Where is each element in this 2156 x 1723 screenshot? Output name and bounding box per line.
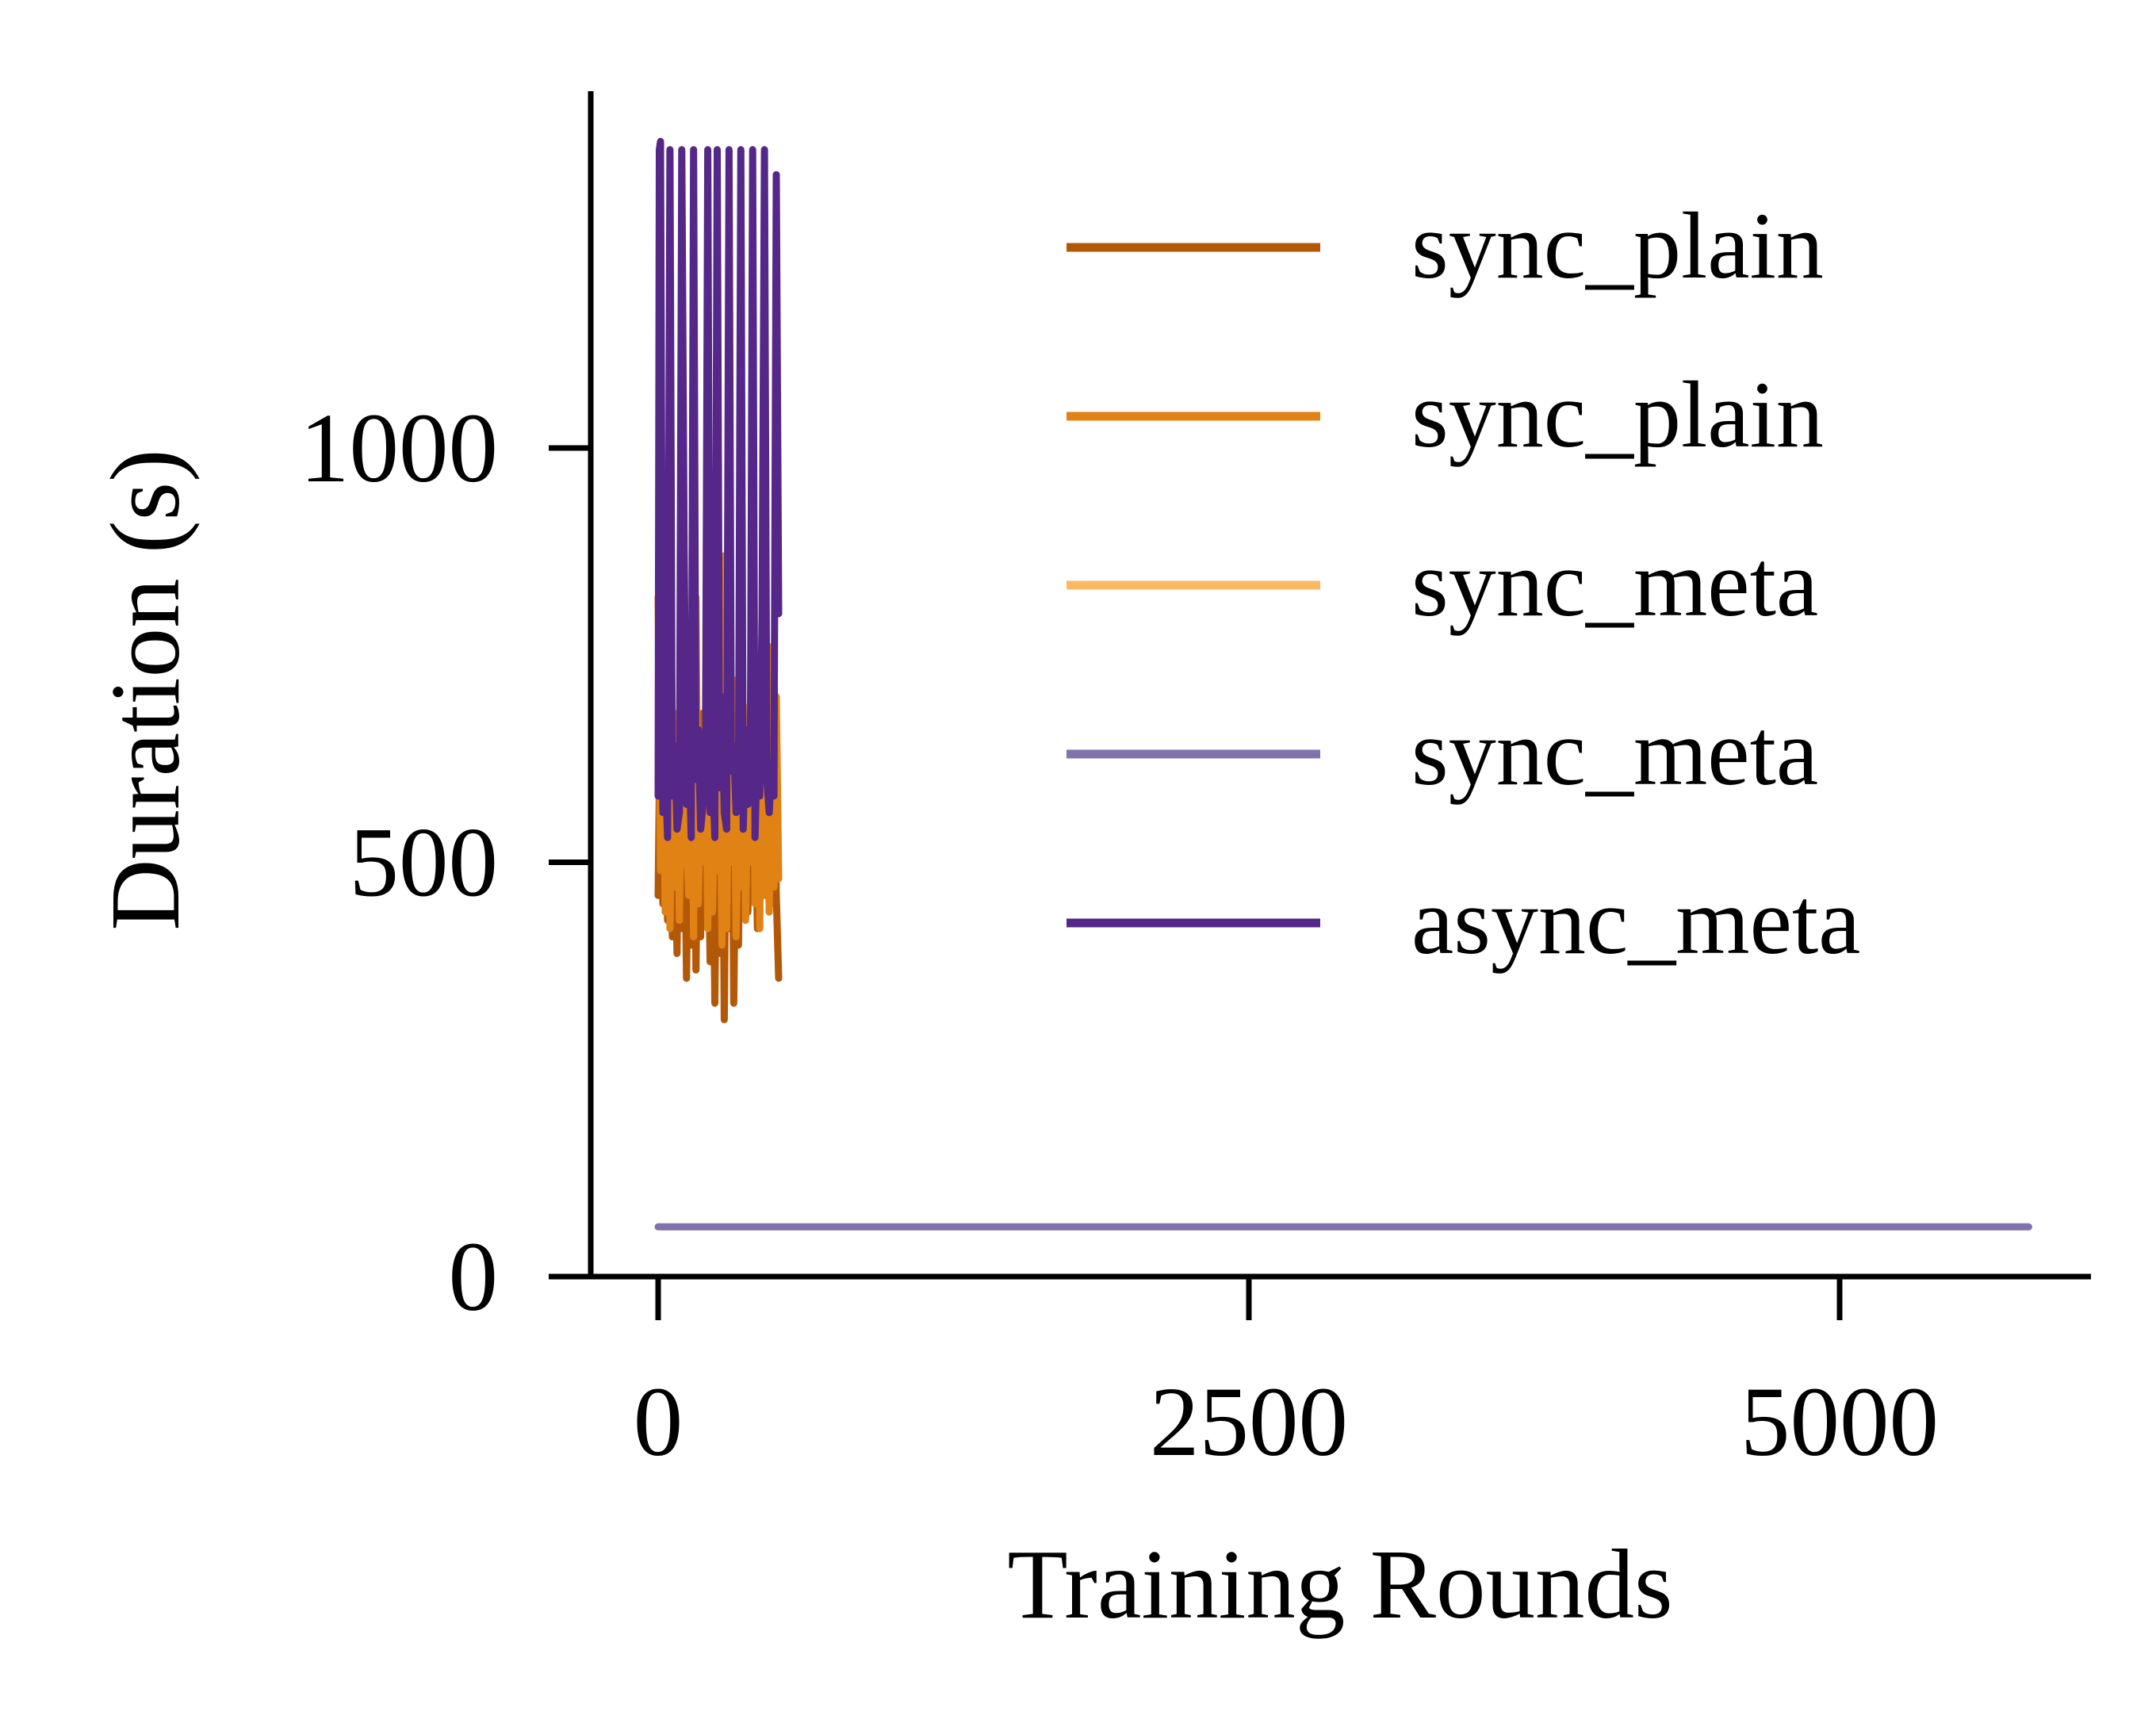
legend: sync_plain sync_plain sync_meta sync_metaas… xyxy=(1067,193,1860,974)
x-axis-ticks: 0 2500 5000 xyxy=(634,1277,1939,1477)
legend-label-2: sync_meta xyxy=(1411,530,1818,636)
plot-area xyxy=(654,137,2032,1231)
x-axis-label: Training Rounds xyxy=(1007,1530,1672,1640)
x-tick-label: 0 xyxy=(634,1368,684,1477)
series-line-4-async-meta xyxy=(654,137,783,841)
legend-label-0: sync_plain xyxy=(1411,193,1824,298)
y-axis-label: Duration (s) xyxy=(91,449,201,930)
legend-label-1: sync_plain xyxy=(1411,362,1824,467)
x-tick-label: 5000 xyxy=(1741,1368,1939,1477)
y-tick-label: 500 xyxy=(350,809,499,918)
y-axis-ticks: 0 500 1000 xyxy=(300,394,591,1332)
x-tick-label: 2500 xyxy=(1150,1368,1348,1477)
y-tick-label: 1000 xyxy=(300,394,498,503)
legend-label-3: sync_meta xyxy=(1411,699,1818,805)
y-tick-label: 0 xyxy=(449,1223,499,1332)
legend-label-4: async_meta xyxy=(1411,868,1860,974)
